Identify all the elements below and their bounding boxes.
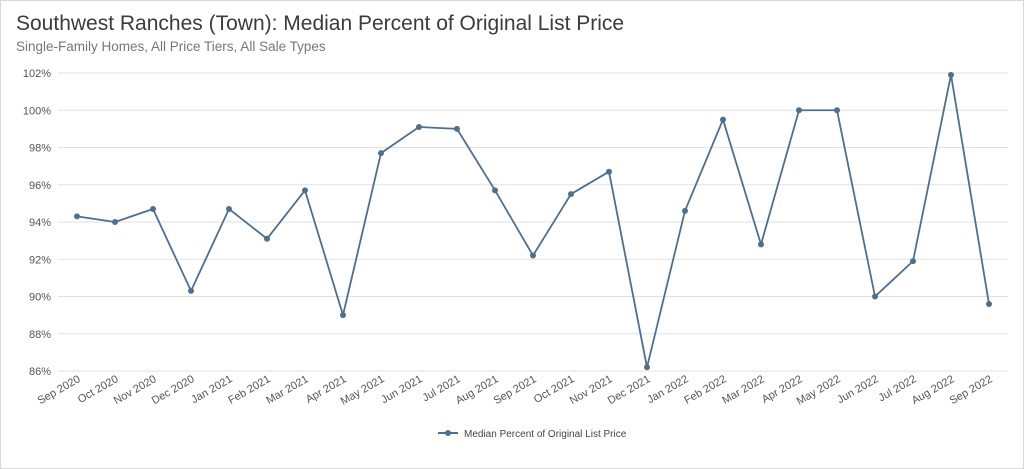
chart-title: Southwest Ranches (Town): Median Percent… [16, 12, 625, 35]
y-tick-label: 92% [29, 254, 51, 266]
data-point [606, 168, 612, 175]
data-point [872, 293, 878, 300]
y-tick-label: 98% [29, 143, 51, 155]
x-tick-label: Feb 2021 [226, 373, 272, 407]
data-point [986, 300, 992, 307]
legend: Median Percent of Original List Price [438, 429, 627, 440]
series-layer [74, 71, 992, 371]
x-tick-label: Aug 2021 [454, 373, 501, 407]
grid-lines [58, 72, 1008, 372]
data-point [910, 258, 916, 265]
data-point [74, 213, 80, 220]
data-point [454, 125, 460, 132]
x-tick-label: Mar 2022 [720, 373, 766, 407]
x-tick-label: Sep 2020 [36, 373, 83, 407]
chart-subtitle: Single-Family Homes, All Price Tiers, Al… [16, 39, 326, 54]
data-point [530, 252, 536, 259]
x-tick-label: Dec 2020 [150, 373, 197, 407]
x-tick-label: Jan 2022 [645, 373, 690, 406]
data-point [568, 191, 574, 198]
x-tick-label: May 2022 [795, 373, 843, 408]
y-tick-label: 100% [23, 105, 51, 117]
data-point [302, 187, 308, 194]
x-tick-label: Nov 2021 [568, 373, 615, 407]
data-point [112, 219, 118, 225]
x-tick-label: Dec 2021 [606, 373, 653, 407]
data-point [644, 364, 650, 371]
x-tick-label: Sep 2021 [492, 373, 539, 407]
data-point [416, 124, 422, 131]
data-point [758, 241, 764, 248]
data-point [682, 207, 688, 214]
x-tick-label: Jun 2021 [379, 373, 424, 406]
legend-label: Median Percent of Original List Price [464, 429, 627, 440]
data-point [264, 235, 270, 242]
y-axis-ticks: 86% 88% 90% 92% 94% 96% 98% 100% 102% [23, 68, 51, 378]
data-point [720, 116, 726, 123]
series-line [76, 73, 990, 369]
y-tick-label: 90% [29, 292, 51, 304]
data-point [948, 71, 954, 78]
data-point [226, 205, 232, 212]
x-tick-label: Aug 2022 [910, 373, 957, 407]
legend-marker-swatch [445, 430, 451, 436]
x-tick-label: Mar 2021 [264, 373, 310, 407]
y-tick-label: 102% [23, 68, 51, 80]
x-tick-label: May 2021 [339, 373, 387, 408]
y-tick-label: 96% [29, 180, 51, 192]
data-point [340, 312, 346, 319]
x-tick-label: Feb 2022 [682, 373, 728, 407]
y-tick-label: 94% [29, 217, 51, 229]
data-point [796, 107, 802, 114]
data-point [150, 205, 156, 212]
x-tick-label: Jan 2021 [189, 373, 234, 406]
data-point [188, 287, 194, 294]
x-tick-label: Jun 2022 [835, 373, 880, 406]
x-tick-label: Sep 2022 [948, 373, 995, 407]
x-tick-label: Nov 2020 [112, 373, 159, 407]
y-tick-label: 86% [29, 366, 51, 378]
data-point [834, 107, 840, 114]
y-tick-label: 88% [29, 329, 51, 341]
data-point [492, 187, 498, 194]
data-point [378, 150, 384, 157]
